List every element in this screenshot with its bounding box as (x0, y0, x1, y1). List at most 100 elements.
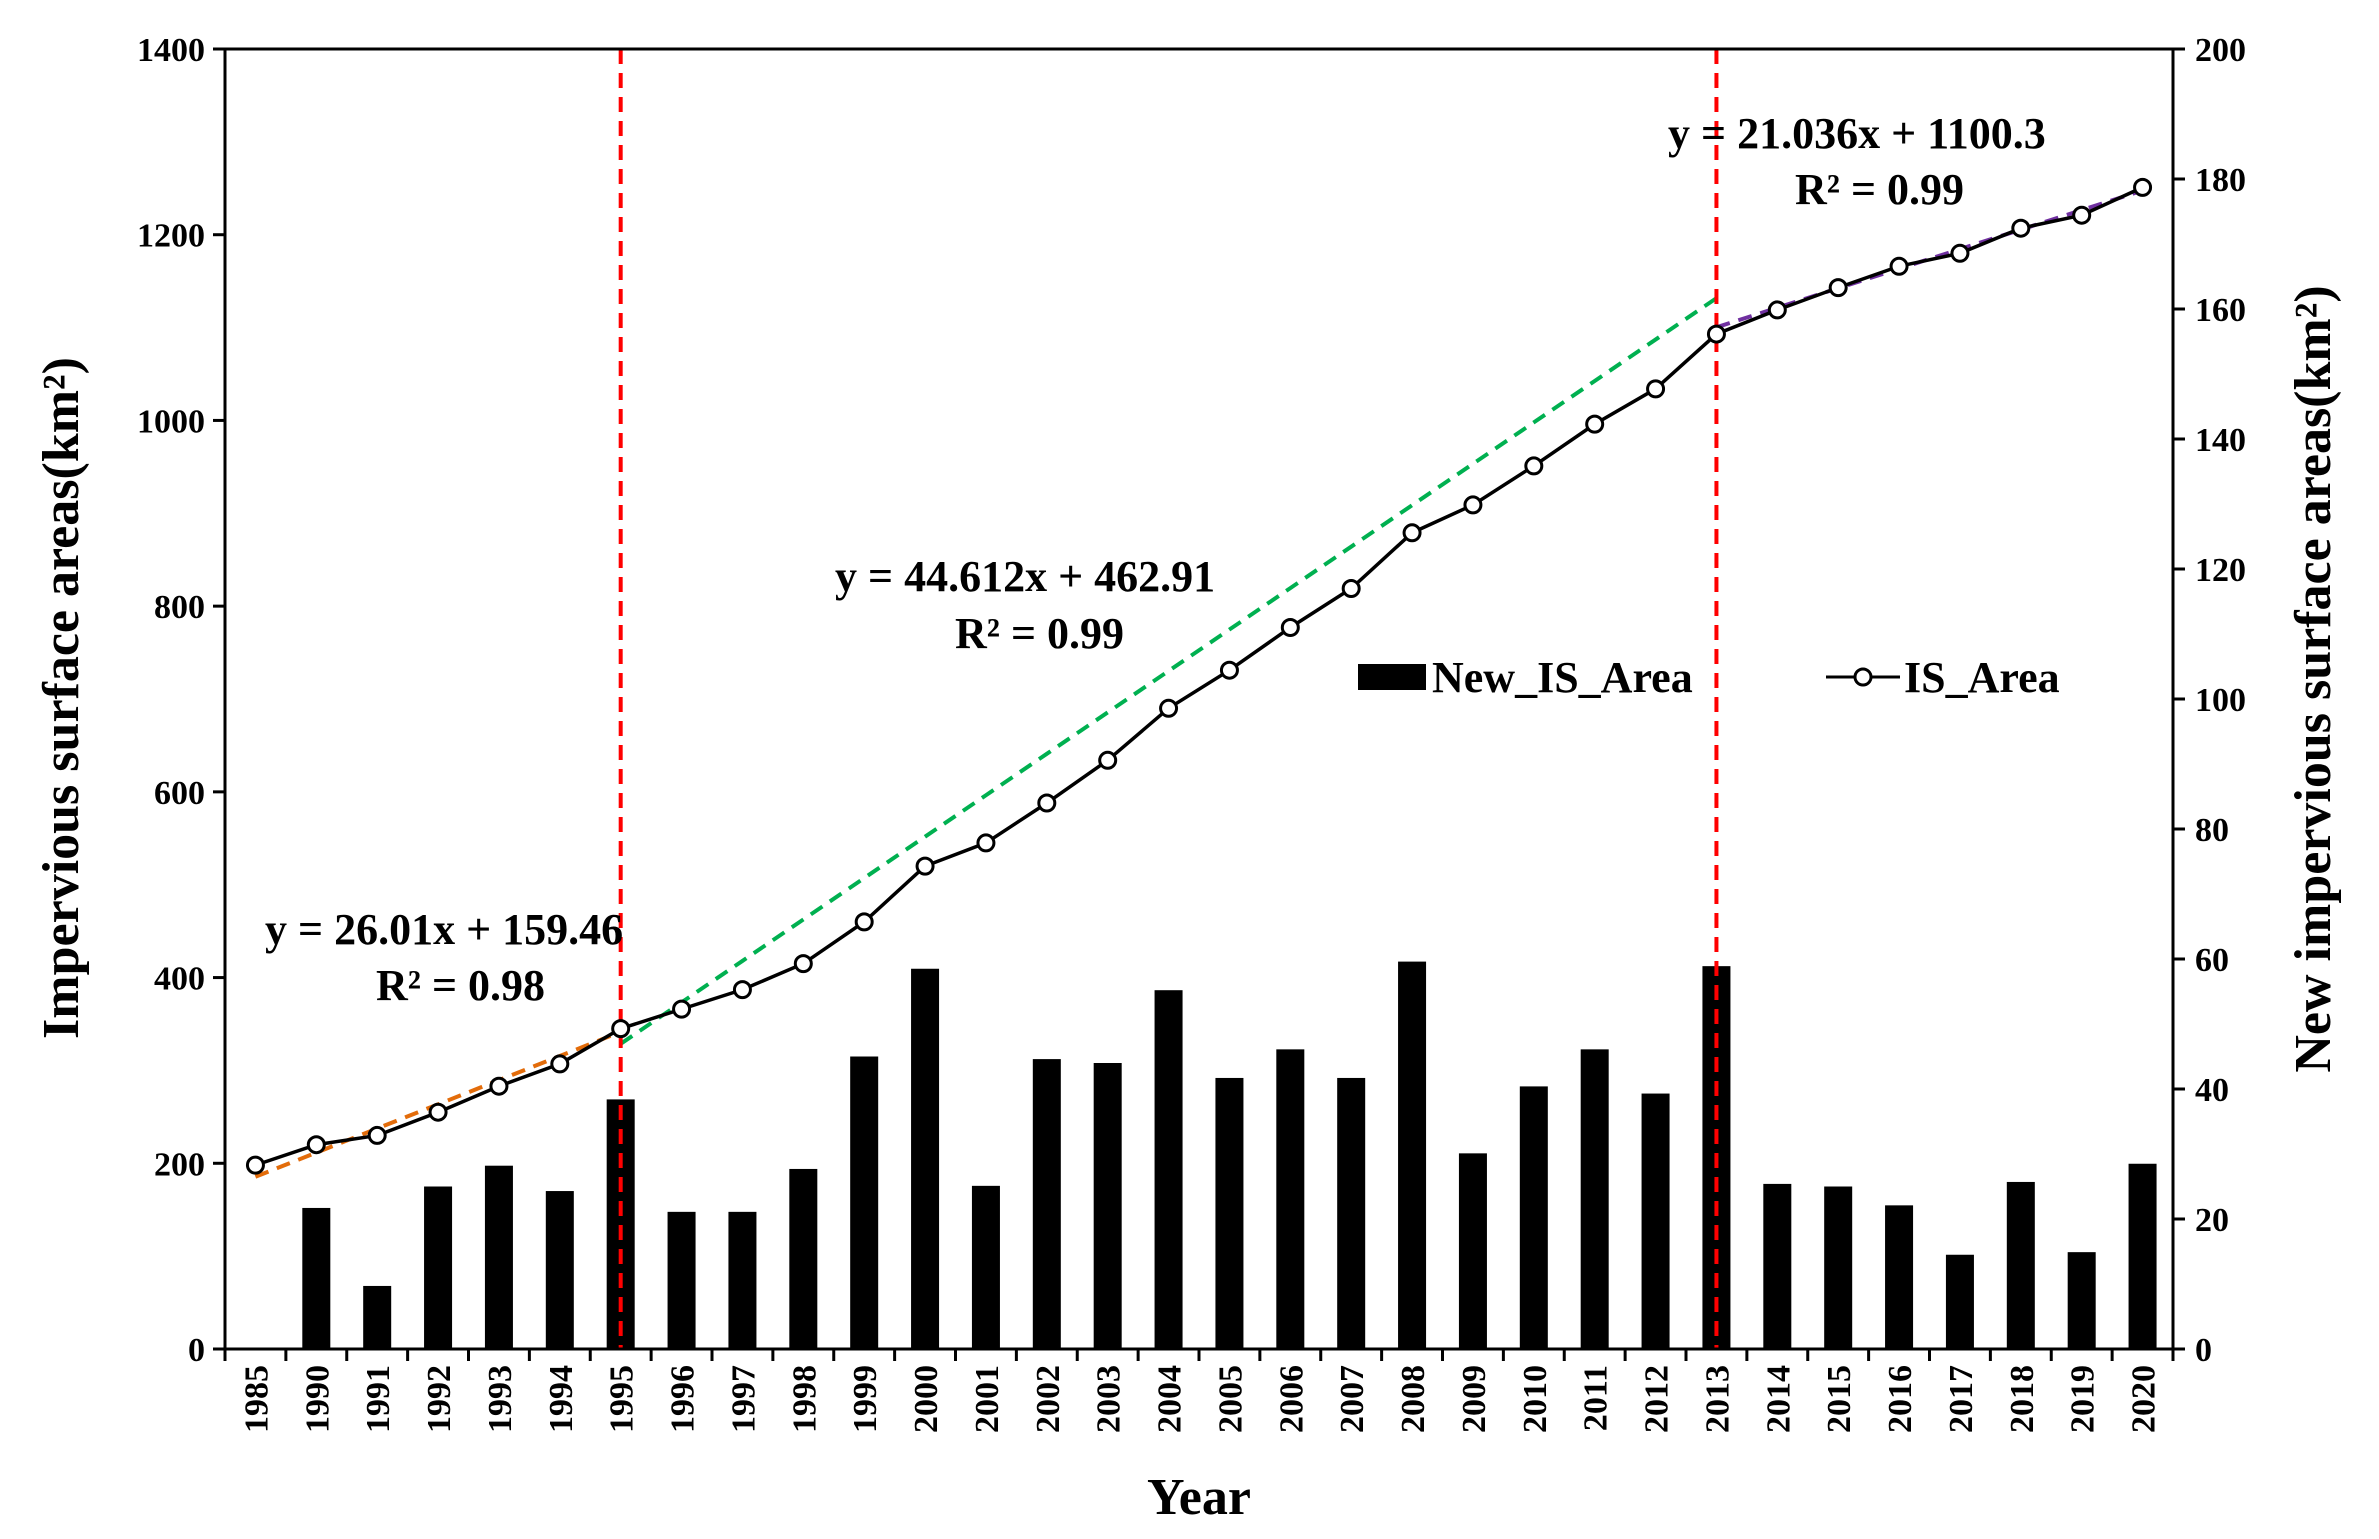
y-right-tick-label: 100 (2195, 682, 2246, 719)
y-right-tick-label: 20 (2195, 1202, 2229, 1239)
x-tick-label-2014: 2014 (1760, 1365, 1797, 1433)
legend: New_IS_Area IS_Area (1358, 653, 2060, 702)
x-tick-label-2018: 2018 (2004, 1365, 2041, 1433)
bar-2003 (1093, 1063, 1122, 1349)
point-2000 (915, 856, 935, 876)
y-left-tick-label: 0 (188, 1332, 205, 1369)
x-tick-label-2009: 2009 (1456, 1365, 1493, 1433)
is-area-line (254, 185, 2144, 1167)
x-tick-label-2001: 2001 (969, 1365, 1006, 1433)
bar-2000 (911, 968, 940, 1349)
y-left-tick-label: 1400 (137, 32, 205, 69)
trend-annotation-3: y = 21.036x + 1100.3 R² = 0.99 (1668, 109, 2046, 214)
x-tick-label-2011: 2011 (1578, 1365, 1615, 1431)
bar-1993 (484, 1165, 513, 1349)
bar-series-group (302, 961, 2157, 1349)
legend-line-label: IS_Area (1904, 653, 2060, 702)
point-2014 (1767, 300, 1787, 320)
x-tick-label-1990: 1990 (299, 1365, 336, 1433)
point-2015 (1828, 278, 1848, 298)
bar-2018 (2006, 1181, 2035, 1349)
x-tick-label-1996: 1996 (665, 1365, 702, 1433)
point-1992 (428, 1102, 448, 1122)
point-2018 (2011, 218, 2031, 238)
x-tick-label-2004: 2004 (1152, 1365, 1189, 1433)
bar-2009 (1458, 1153, 1487, 1349)
trend-r2-3: R² = 0.99 (1795, 165, 1964, 214)
x-tick-label-1997: 1997 (725, 1365, 762, 1433)
legend-bar-swatch (1358, 664, 1426, 690)
y-left-tick-label: 600 (154, 775, 205, 812)
plot-area-frame (223, 47, 2175, 1351)
x-tick-label-1985: 1985 (238, 1365, 275, 1433)
y-right-tick-label: 160 (2195, 292, 2246, 329)
bar-1999 (850, 1056, 879, 1349)
bar-1991 (363, 1285, 392, 1349)
trend-equation-2: y = 44.612x + 462.91 (835, 552, 1215, 601)
y-right-tick-label: 180 (2195, 162, 2246, 199)
bar-2008 (1398, 961, 1427, 1349)
x-tick-label-2013: 2013 (1699, 1365, 1736, 1433)
trendline-2 (619, 296, 1718, 1046)
point-2003 (1098, 750, 1118, 770)
bar-2011 (1580, 1049, 1609, 1349)
point-1991 (367, 1125, 387, 1145)
x-tick-label-1995: 1995 (604, 1365, 641, 1433)
point-2006 (1280, 618, 1300, 637)
x-tick-label-2005: 2005 (1212, 1365, 1249, 1433)
bar-2006 (1276, 1049, 1305, 1349)
x-tick-label-1999: 1999 (847, 1365, 884, 1433)
y-left-tick-label: 1000 (137, 403, 205, 440)
point-1998 (793, 954, 813, 974)
point-2019 (2072, 205, 2092, 225)
x-tick-label-1998: 1998 (786, 1365, 823, 1433)
point-2002 (1037, 793, 1057, 813)
legend-bar-label: New_IS_Area (1432, 653, 1693, 702)
trend-r2-1: R² = 0.98 (376, 961, 545, 1010)
trend-equation-1: y = 26.01x + 159.46 (265, 905, 623, 954)
bar-1998 (789, 1168, 818, 1349)
x-tick-label-1993: 1993 (482, 1365, 519, 1433)
bar-1994 (545, 1191, 574, 1349)
x-tick-label-2016: 2016 (1882, 1365, 1919, 1433)
point-2017 (1950, 243, 1970, 263)
x-tick-label-2008: 2008 (1395, 1365, 1432, 1433)
point-1993 (489, 1076, 509, 1096)
point-1994 (550, 1054, 570, 1074)
bar-2007 (1337, 1077, 1366, 1349)
x-tick-label-2000: 2000 (908, 1365, 945, 1433)
bar-2014 (1763, 1183, 1792, 1349)
breakpoint-line-group (618, 49, 1719, 1349)
axis-ticks-group: 0 200 400 600 800 1000 1200 1400 0 20 40 60 80 100 120… (137, 32, 2246, 1433)
point-1996 (672, 999, 692, 1019)
trend-annotation-1: y = 26.01x + 159.46 R² = 0.98 (265, 905, 623, 1010)
bar-1996 (667, 1211, 696, 1349)
bar-2010 (1519, 1086, 1548, 1349)
point-2011 (1585, 414, 1605, 434)
y-left-tick-label: 800 (154, 589, 205, 626)
x-tick-label-2019: 2019 (2065, 1365, 2102, 1433)
y-right-tick-label: 0 (2195, 1332, 2212, 1369)
point-2004 (1159, 698, 1179, 718)
y-right-tick-label: 120 (2195, 552, 2246, 589)
bar-2001 (971, 1185, 1000, 1349)
y-right-tick-label: 140 (2195, 422, 2246, 459)
point-1999 (854, 912, 874, 932)
x-tick-label-2010: 2010 (1517, 1365, 1554, 1433)
point-1995 (611, 1019, 631, 1039)
point-2007 (1341, 579, 1361, 598)
x-tick-label-2007: 2007 (1334, 1365, 1371, 1433)
x-tick-label-2012: 2012 (1639, 1365, 1676, 1433)
y-left-tick-label: 400 (154, 961, 205, 998)
bar-2016 (1885, 1205, 1914, 1349)
point-2012 (1646, 379, 1666, 399)
y-right-tick-label: 80 (2195, 812, 2229, 849)
point-2008 (1402, 523, 1422, 543)
trend-annotation-2: y = 44.612x + 462.91 R² = 0.99 (835, 552, 1215, 658)
point-2001 (976, 833, 996, 853)
point-1997 (732, 980, 752, 1000)
point-2016 (1889, 256, 1909, 276)
trend-equation-3: y = 21.036x + 1100.3 (1668, 109, 2046, 158)
trend-r2-2: R² = 0.99 (955, 609, 1124, 658)
